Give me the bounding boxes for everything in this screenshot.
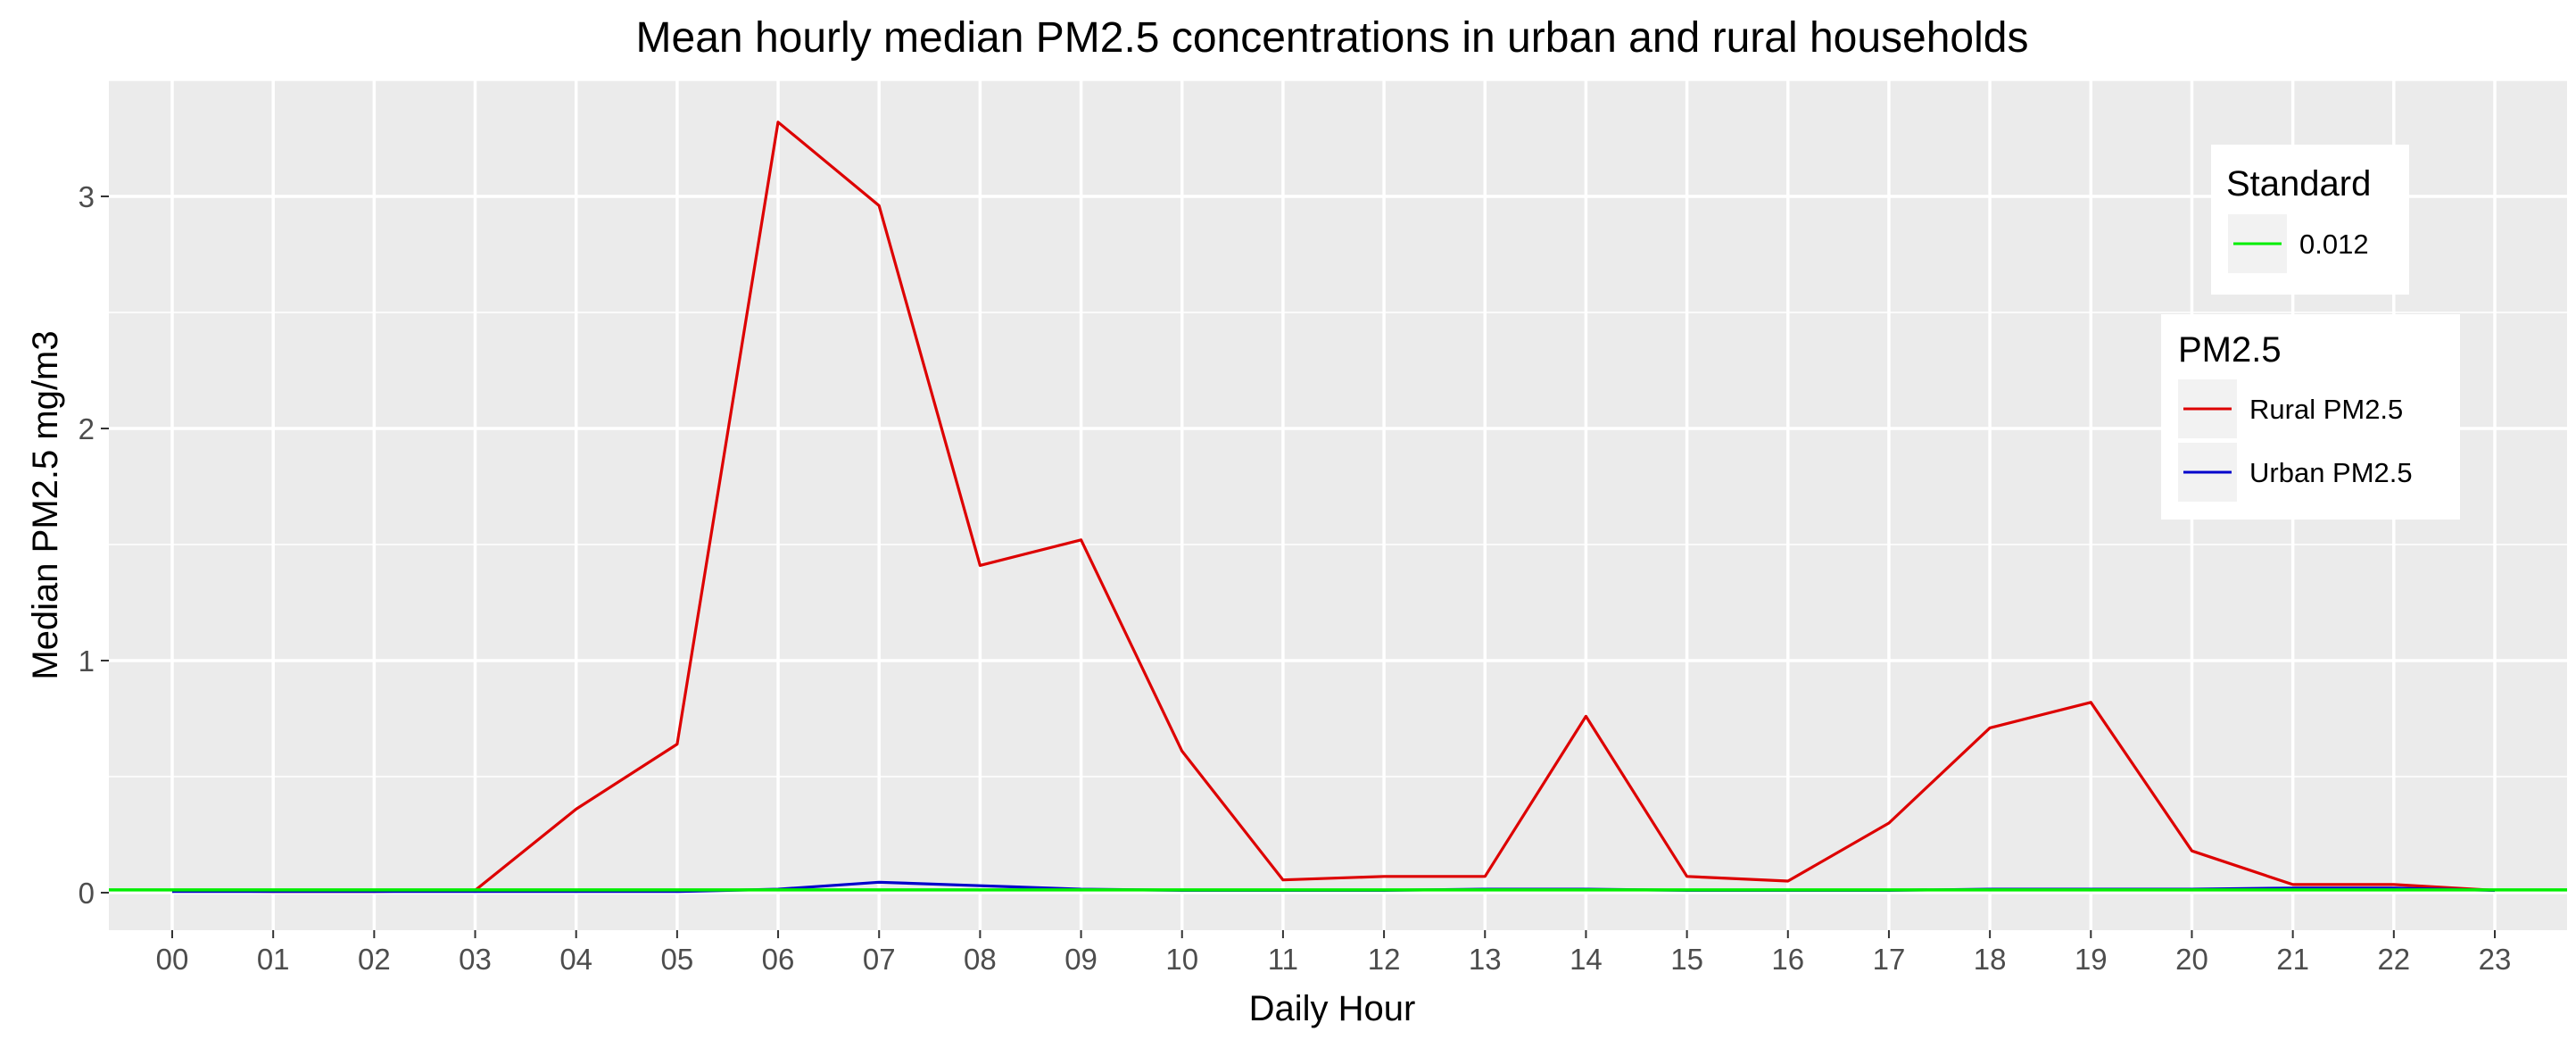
y-axis-title: Median PM2.5 mg/m3 bbox=[26, 330, 65, 679]
x-tick-label: 01 bbox=[257, 943, 290, 976]
legend-standard: Standard 0.012 bbox=[2211, 145, 2409, 295]
legend-pm25: PM2.5 Rural PM2.5 Urban PM2.5 bbox=[2161, 314, 2460, 520]
x-tick-label: 21 bbox=[2276, 943, 2309, 976]
x-tick-label: 06 bbox=[762, 943, 795, 976]
x-tick-label: 15 bbox=[1670, 943, 1703, 976]
y-tick-label: 0 bbox=[79, 877, 95, 910]
x-tick-label: 02 bbox=[358, 943, 391, 976]
legend-urban-label: Urban PM2.5 bbox=[2249, 457, 2413, 488]
x-tick-label: 20 bbox=[2175, 943, 2208, 976]
x-tick-label: 10 bbox=[1165, 943, 1198, 976]
legend-standard-title: Standard bbox=[2226, 164, 2371, 204]
legend-standard-label: 0.012 bbox=[2299, 229, 2369, 260]
x-tick-label: 03 bbox=[459, 943, 492, 976]
x-tick-label: 12 bbox=[1368, 943, 1401, 976]
x-tick-label: 07 bbox=[863, 943, 896, 976]
grid-lines bbox=[109, 79, 2567, 930]
series-lines bbox=[109, 121, 2567, 894]
x-axis-title: Daily Hour bbox=[1249, 989, 1416, 1028]
x-tick-label: 17 bbox=[1873, 943, 1906, 976]
legend-pm25-title: PM2.5 bbox=[2178, 330, 2282, 370]
x-tick-label: 09 bbox=[1064, 943, 1097, 976]
x-tick-label: 23 bbox=[2479, 943, 2512, 976]
x-tick-label: 14 bbox=[1570, 943, 1603, 976]
y-tick-label: 1 bbox=[79, 645, 95, 678]
chart-title: Mean hourly median PM2.5 concentrations … bbox=[636, 14, 2029, 62]
x-tick-label: 18 bbox=[1974, 943, 2007, 976]
x-tick-label: 05 bbox=[661, 943, 694, 976]
series-line-rural-pm2-5 bbox=[171, 121, 2496, 894]
x-tick-label: 16 bbox=[1771, 943, 1804, 976]
x-tick-label: 08 bbox=[964, 943, 997, 976]
x-tick-label: 19 bbox=[2075, 943, 2108, 976]
legend-rural-label: Rural PM2.5 bbox=[2249, 394, 2403, 425]
x-tick-label: 13 bbox=[1469, 943, 1502, 976]
y-tick-label: 2 bbox=[79, 412, 95, 445]
x-tick-label: 00 bbox=[156, 943, 189, 976]
x-tick-label: 04 bbox=[559, 943, 592, 976]
y-tick-label: 3 bbox=[79, 180, 95, 213]
x-tick-label: 11 bbox=[1268, 943, 1298, 976]
x-tick-label: 22 bbox=[2377, 943, 2410, 976]
plot-panel bbox=[109, 80, 2567, 930]
